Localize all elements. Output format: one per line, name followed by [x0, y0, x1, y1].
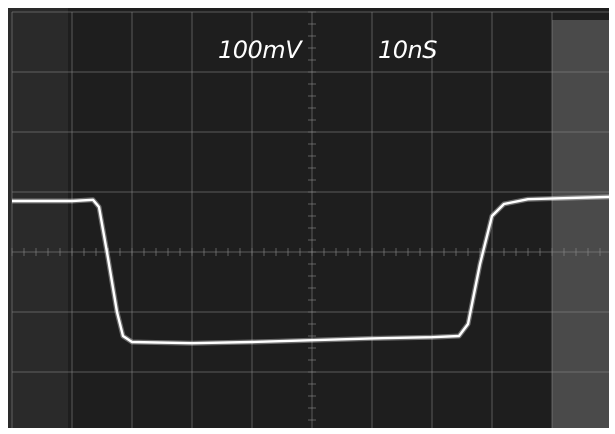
screen-background — [8, 8, 609, 428]
graticule-center-ticks — [11, 11, 601, 421]
left-dark-band — [8, 8, 68, 428]
vertical-scale-readout: 100mV — [218, 36, 303, 64]
right-gray-band — [552, 20, 609, 428]
waveform-trace — [12, 195, 613, 345]
horizontal-scale-readout: 10nS — [378, 36, 437, 64]
waveform-trace-layer — [12, 194, 613, 346]
